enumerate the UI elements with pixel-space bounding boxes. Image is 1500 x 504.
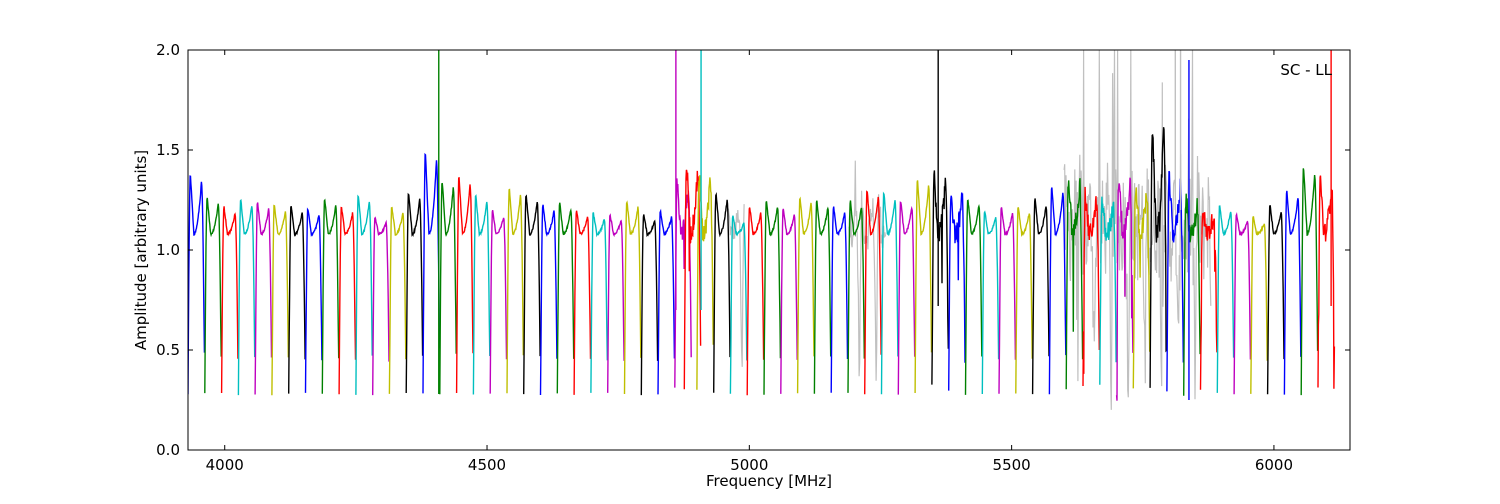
window-trace: [472, 194, 491, 395]
window-trace: [880, 191, 899, 395]
window-trace: [607, 213, 625, 393]
window-trace: [556, 202, 575, 394]
window-trace: [780, 208, 798, 394]
background-trace: [1063, 50, 1212, 410]
window-trace: [590, 212, 608, 393]
x-axis-label: Frequency [MHz]: [706, 472, 832, 490]
y-tick-label: 2.0: [156, 41, 180, 59]
window-trace: [188, 175, 206, 395]
window-trace: [1300, 168, 1319, 396]
window-trace: [746, 207, 765, 396]
window-trace: [813, 200, 832, 394]
window-trace: [372, 216, 390, 396]
window-trace: [981, 210, 1000, 395]
window-trace: [237, 198, 256, 396]
window-trace: [489, 210, 508, 394]
window-trace: [338, 206, 357, 395]
x-tick-label: 4500: [468, 456, 506, 474]
window-trace: [998, 207, 1017, 394]
window-trace: [539, 204, 558, 396]
window-trace: [1099, 196, 1117, 385]
window-trace: [1015, 207, 1033, 394]
y-axis-label: Amplitude [arbitrary units]: [132, 150, 150, 350]
window-trace: [1031, 198, 1050, 395]
x-tick-label: 5000: [730, 456, 768, 474]
x-tick-label: 6000: [1255, 456, 1293, 474]
window-trace: [204, 197, 222, 394]
window-trace: [1065, 178, 1084, 390]
window-trace: [623, 200, 642, 395]
chart-annotation: SC - LL: [1280, 61, 1332, 79]
window-trace: [1250, 216, 1268, 394]
window-trace: [864, 190, 882, 395]
window-trace: [763, 201, 782, 395]
x-axis-ticks: 4000 4500 5000 5500 6000: [206, 50, 1293, 474]
window-trace: [948, 192, 966, 391]
window-trace: [1283, 190, 1302, 395]
window-trace: [1182, 193, 1201, 396]
window-trace: [657, 208, 676, 395]
window-trace: [931, 170, 949, 385]
y-tick-label: 0.5: [156, 341, 180, 359]
window-trace: [1115, 177, 1134, 401]
window-trace: [640, 214, 659, 396]
window-trace: [1149, 127, 1168, 388]
window-trace: [422, 152, 441, 394]
window-trace: [523, 194, 541, 395]
window-trace: [288, 205, 306, 394]
window-trace: [1048, 187, 1067, 395]
y-axis-ticks: 0.0 0.5 1.0 1.5 2.0: [156, 41, 1350, 459]
window-trace: [796, 196, 815, 394]
background-trace: [727, 204, 745, 367]
window-trace: [573, 210, 592, 395]
window-trace: [304, 207, 323, 393]
window-trace: [506, 188, 524, 394]
window-trace: [1266, 205, 1285, 395]
x-tick-label: 5500: [993, 456, 1031, 474]
window-trace: [405, 192, 424, 394]
window-trace: [847, 200, 865, 393]
window-trace: [321, 198, 340, 394]
window-trace: [388, 206, 407, 394]
window-trace: [713, 192, 731, 393]
window-trace: [220, 206, 239, 394]
window-trace: [683, 169, 702, 390]
window-trace: [455, 177, 474, 394]
window-trace: [1216, 205, 1235, 393]
window-trace: [1233, 212, 1252, 395]
window-trace: [1082, 186, 1100, 387]
x-tick-label: 4000: [206, 456, 244, 474]
window-trace: [439, 182, 457, 395]
window-trace: [1132, 187, 1151, 389]
window-trace: [897, 201, 916, 395]
window-trace: [729, 215, 748, 394]
window-trace: [1199, 212, 1218, 390]
window-trace: [830, 206, 849, 393]
window-trace: [254, 202, 273, 395]
traces-group: [188, 50, 1336, 410]
y-tick-label: 1.0: [156, 241, 180, 259]
window-trace: [964, 199, 983, 395]
window-trace: [696, 175, 714, 390]
y-tick-label: 1.5: [156, 141, 180, 159]
window-trace: [355, 194, 373, 395]
window-trace: [271, 204, 289, 396]
y-tick-label: 0.0: [156, 441, 180, 459]
window-trace: [914, 180, 933, 394]
